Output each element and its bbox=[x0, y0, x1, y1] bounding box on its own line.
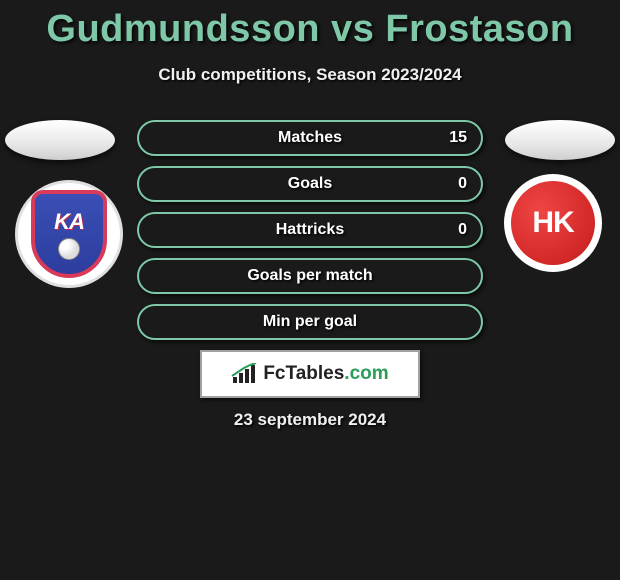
brand-watermark: FcTables.com bbox=[200, 350, 420, 398]
stat-label: Goals bbox=[288, 175, 332, 193]
stat-row-goals: Goals 0 bbox=[137, 166, 483, 202]
stat-label: Goals per match bbox=[247, 267, 372, 285]
club-text-left: KA bbox=[54, 209, 84, 235]
stat-label: Min per goal bbox=[263, 313, 357, 331]
brand-name: FcTables bbox=[263, 363, 344, 384]
club-shield-left: KA bbox=[31, 190, 107, 278]
soccer-ball-icon bbox=[58, 238, 80, 260]
stats-list: Matches 15 Goals 0 Hattricks 0 Goals per… bbox=[137, 120, 483, 350]
stat-right-value: 15 bbox=[449, 129, 467, 147]
comparison-subtitle: Club competitions, Season 2023/2024 bbox=[0, 65, 620, 85]
comparison-title: Gudmundsson vs Frostason bbox=[0, 0, 620, 51]
stat-label: Matches bbox=[278, 129, 342, 147]
bar-chart-icon bbox=[231, 363, 257, 385]
club-circle-right: HK bbox=[511, 181, 595, 265]
infographic-container: Gudmundsson vs Frostason Club competitio… bbox=[0, 0, 620, 580]
club-text-right: HK bbox=[532, 206, 573, 240]
player-right-photo-placeholder bbox=[505, 120, 615, 160]
brand-text: FcTables.com bbox=[263, 363, 388, 385]
stat-right-value: 0 bbox=[458, 221, 467, 239]
club-badge-left: KA bbox=[15, 180, 123, 288]
brand-suffix: .com bbox=[344, 363, 388, 384]
stat-row-matches: Matches 15 bbox=[137, 120, 483, 156]
stat-row-min-per-goal: Min per goal bbox=[137, 304, 483, 340]
stat-right-value: 0 bbox=[458, 175, 467, 193]
date-label: 23 september 2024 bbox=[0, 410, 620, 430]
stat-row-hattricks: Hattricks 0 bbox=[137, 212, 483, 248]
stat-row-goals-per-match: Goals per match bbox=[137, 258, 483, 294]
player-left-photo-placeholder bbox=[5, 120, 115, 160]
club-badge-right: HK bbox=[504, 174, 602, 272]
stat-label: Hattricks bbox=[276, 221, 344, 239]
